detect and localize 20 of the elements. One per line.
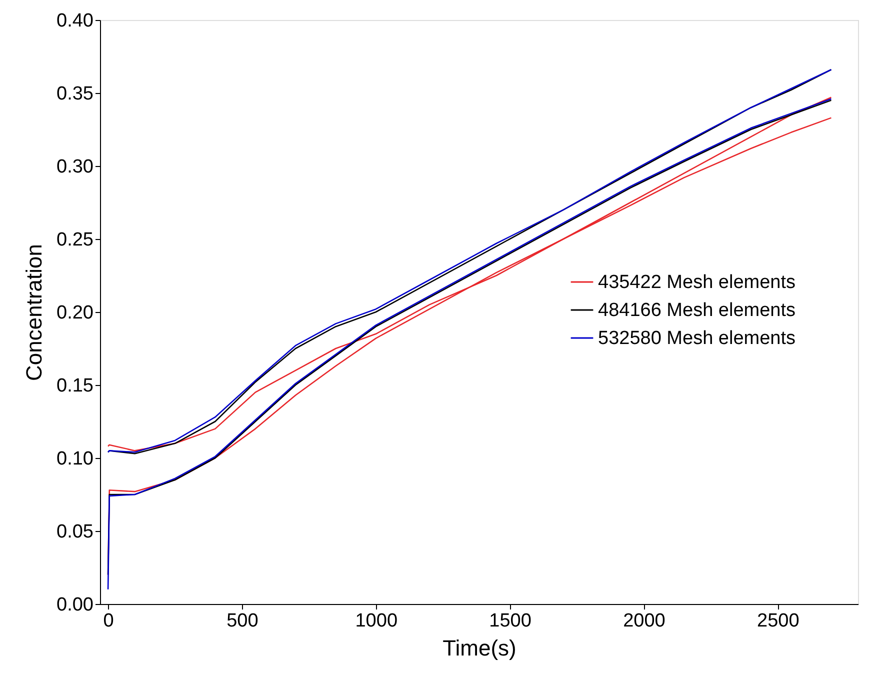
y-tick-label: 0.30 (56, 156, 94, 178)
y-axis-title: Concentration (22, 244, 47, 381)
legend-label: 532580 Mesh elements (598, 328, 796, 349)
y-tick-label: 0.10 (56, 448, 94, 470)
legend-label: 484166 Mesh elements (598, 300, 796, 321)
y-tick-label: 0.35 (56, 84, 94, 104)
x-axis-title: Time(s) (442, 636, 516, 660)
legend-label: 435422 Mesh elements (598, 272, 796, 293)
x-tick-label: 500 (226, 610, 258, 632)
x-tick-label: 0 (103, 610, 114, 632)
y-tick-label: 0.00 (56, 594, 94, 616)
y-tick-label: 0.40 (56, 10, 94, 32)
y-tick-label: 0.25 (56, 230, 94, 250)
y-tick-label: 0.20 (56, 302, 94, 324)
x-tick-label: 1500 (489, 610, 532, 632)
y-tick-label: 0.05 (56, 522, 94, 542)
x-tick-label: 1000 (355, 610, 398, 632)
y-tick-label: 0.15 (56, 376, 94, 396)
x-tick-label: 2500 (757, 610, 800, 632)
x-tick-label: 2000 (623, 610, 666, 632)
